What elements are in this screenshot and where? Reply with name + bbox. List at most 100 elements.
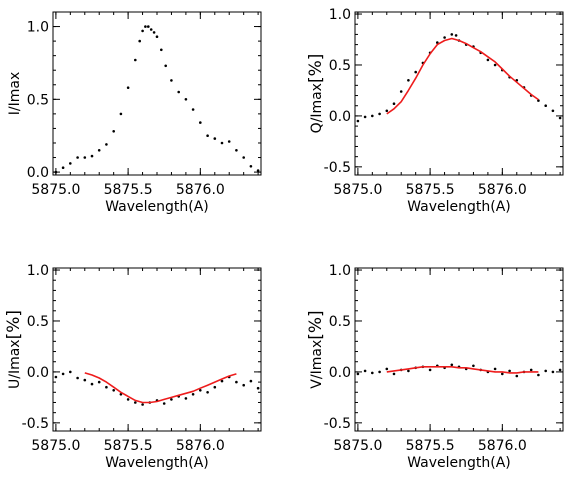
stokes-q-y-axis-label-text: Q/Imax [309, 83, 325, 133]
stokes-u-data-point [199, 389, 202, 392]
stokes-u-data-point [170, 398, 173, 401]
stokes-v-y-tick-label: 0.5 [329, 314, 351, 330]
stokes-q-data-point [407, 79, 410, 82]
stokes-q-data-point [378, 112, 381, 116]
intensity-data-point [242, 156, 245, 159]
stokes-u-x-tick-label: 5875.5 [104, 438, 153, 454]
intensity-data-point [155, 35, 159, 38]
stokes-u-data-point [191, 393, 195, 396]
stokes-q-x-axis-label: Wavelength(A) [407, 199, 511, 215]
stokes-u-data-point [61, 372, 65, 376]
stokes-v-data-point [472, 364, 475, 368]
intensity-data-point [134, 58, 137, 62]
stokes-q-data-point [493, 63, 497, 67]
intensity-data-point [220, 141, 224, 145]
stokes-v-data-point [378, 370, 381, 374]
intensity-data-point [69, 162, 72, 165]
intensity-data-point [141, 29, 144, 33]
stokes-q-y-axis-label-unit: [%] [306, 54, 326, 83]
stokes-q-y-tick-label: 0.0 [329, 109, 351, 125]
intensity-data-point [152, 31, 156, 34]
stokes-u-data-point [90, 382, 94, 386]
stokes-u-data-point [249, 379, 253, 383]
stokes-u-data-point [184, 397, 188, 400]
stokes-q-data-point [399, 90, 403, 93]
stokes-q-y-tick-label: -0.5 [324, 160, 351, 176]
stokes-v-y-axis-label-unit: [%] [306, 310, 326, 339]
stokes-u-data-point [119, 393, 123, 396]
intensity-data-point [249, 165, 253, 168]
intensity-data-point [119, 112, 123, 116]
intensity-x-tick-label: 5875.5 [104, 182, 153, 198]
stokes-v-data-point [356, 372, 360, 376]
intensity-data-point [90, 154, 94, 158]
intensity-y-tick-label: 1.0 [27, 20, 49, 36]
stokes-u-data-point [134, 401, 137, 404]
stokes-q-data-point [371, 114, 374, 118]
intensity-data-point [170, 79, 173, 82]
stokes-u-y-tick-label: 1.0 [27, 263, 49, 279]
stokes-v-x-tick-label: 5876.0 [478, 438, 527, 454]
stokes-v-data-point [392, 372, 396, 376]
stokes-q-panel: 5875.0 5875.5 5876.0 -0.5 0.0 0.5 1.0 Wavelengt… [306, 7, 564, 215]
stokes-q-y-tick-label: 0.5 [329, 58, 351, 74]
stokes-u-data-point [162, 402, 166, 405]
stokes-u-data-point [235, 380, 238, 384]
intensity-data-point [97, 149, 101, 152]
stokes-q-data-point [558, 116, 562, 120]
stokes-u-y-axis-label: U/Imax[%] [4, 310, 24, 389]
intensity-data-point [61, 166, 65, 169]
stokes-u-x-tick-label: 5876.0 [176, 438, 225, 454]
stokes-v-x-tick-label: 5875.5 [406, 438, 455, 454]
stokes-u-y-axis-label-unit: [%] [4, 310, 24, 339]
intensity-data-point [76, 156, 79, 159]
stokes-q-data-point [436, 41, 439, 44]
stokes-v-data-point [385, 367, 389, 371]
intensity-x-tick-label: 5876.0 [176, 182, 225, 198]
stokes-u-data-point [83, 378, 87, 382]
stokes-u-data-point [256, 386, 260, 390]
stokes-q-plot-frame [354, 11, 564, 176]
intensity-data-point [199, 121, 202, 124]
stokes-u-data-point [220, 379, 224, 383]
intensity-x-axis-label: Wavelength(A) [105, 199, 209, 215]
stokes-v-data-point [508, 369, 511, 373]
stokes-v-y-axis-label-text: V/Imax [309, 340, 325, 389]
stokes-u-data-point [141, 403, 144, 406]
stokes-v-data-point [371, 371, 374, 375]
intensity-data-point [160, 48, 163, 52]
stokes-u-data-point [206, 391, 209, 394]
stokes-v-data-point [529, 368, 533, 372]
stokes-q-data-point [450, 33, 454, 36]
stokes-q-data-point [544, 104, 547, 107]
intensity-data-point [147, 25, 150, 28]
intensity-data-point [256, 169, 260, 172]
intensity-data-point [206, 134, 209, 137]
stokes-u-x-tick-label: 5875.0 [31, 438, 80, 454]
stokes-v-plot-frame [354, 267, 564, 432]
stokes-q-y-tick-label: 1.0 [329, 7, 351, 23]
stokes-v-data-point [428, 368, 432, 372]
stokes-u-y-tick-label: 0.5 [27, 314, 49, 330]
stokes-v-data-point [501, 372, 504, 376]
intensity-data-point [164, 64, 167, 68]
stokes-q-data-point [356, 119, 360, 123]
stokes-v-x-axis-label: Wavelength(A) [407, 455, 511, 471]
intensity-data-point [191, 108, 195, 111]
intensity-y-axis-label: I/Imax [7, 72, 23, 115]
stokes-u-data-point [76, 376, 79, 380]
stokes-q-x-tick-label: 5875.5 [406, 182, 455, 198]
intensity-data-point [149, 28, 153, 31]
stokes-u-data-point [54, 375, 58, 379]
intensity-panel: 5875.0 5875.5 5876.0 0.0 0.5 1.0 Wavelength(A)… [7, 11, 262, 215]
stokes-v-data-point [544, 369, 547, 373]
stokes-q-fit-curve [386, 37, 539, 115]
stokes-u-y-tick-label: -0.5 [22, 416, 49, 432]
stokes-v-panel: 5875.0 5875.5 5876.0 -0.5 0.0 0.5 1.0 Wavelengt… [306, 263, 564, 471]
stokes-u-data-point [69, 370, 72, 374]
intensity-data-point [184, 98, 188, 101]
stokes-q-x-tick-label: 5876.0 [478, 182, 527, 198]
intensity-y-tick-label: 0.5 [27, 92, 49, 108]
stokes-v-y-tick-label: -0.5 [324, 416, 351, 432]
